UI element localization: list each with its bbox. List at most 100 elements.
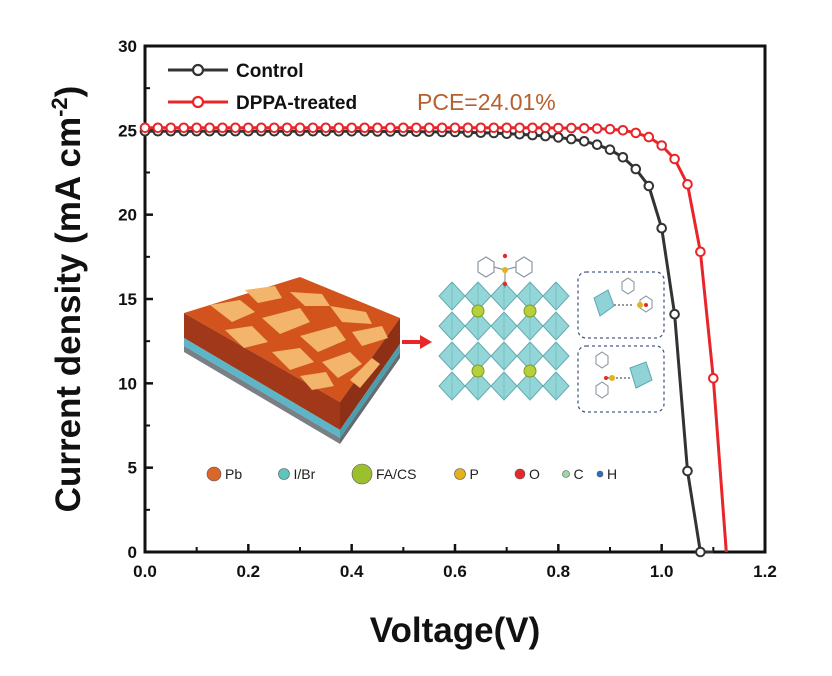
x-tick-label: 0.4 bbox=[340, 562, 364, 581]
series-point-0 bbox=[617, 152, 629, 163]
series-point-1 bbox=[139, 122, 151, 134]
fa-cs-cation bbox=[523, 364, 537, 378]
series-point-0 bbox=[604, 144, 616, 155]
series-point-1 bbox=[191, 122, 202, 134]
carbon-sphere-icon bbox=[562, 470, 570, 478]
series-point-1 bbox=[591, 123, 603, 134]
series-point-1 bbox=[359, 122, 370, 134]
y-axis-title-main: Current density (mA cm bbox=[49, 117, 88, 512]
series-point-1 bbox=[436, 122, 448, 134]
series-point-1 bbox=[346, 122, 358, 134]
bonding-detail-box-top bbox=[577, 271, 665, 339]
x-tick-label: 1.0 bbox=[650, 562, 674, 581]
fa-cs-cation bbox=[471, 364, 485, 378]
series-point-1 bbox=[488, 122, 500, 134]
series-point-1 bbox=[256, 122, 267, 134]
series-point-1 bbox=[217, 122, 228, 134]
series-point-1 bbox=[372, 122, 383, 134]
series-point-1 bbox=[307, 122, 319, 134]
series-point-1 bbox=[320, 122, 332, 134]
y-axis-title-superscript: -2 bbox=[47, 97, 72, 117]
series-point-1 bbox=[385, 122, 396, 134]
series-point-1 bbox=[411, 122, 422, 134]
series-point-1 bbox=[398, 122, 409, 134]
y-axis-ticks: 0 5 10 15 20 25 30 bbox=[118, 37, 153, 562]
series-point-0 bbox=[566, 133, 577, 145]
x-tick-label: 0.8 bbox=[547, 562, 571, 581]
x-axis-title: Voltage(V) bbox=[370, 611, 540, 650]
series-point-1 bbox=[165, 122, 177, 134]
series-point-1 bbox=[501, 122, 513, 134]
fa-cs-cation bbox=[523, 304, 537, 318]
series-line-1 bbox=[145, 126, 728, 553]
series-point-1 bbox=[475, 122, 487, 134]
y-tick-label: 5 bbox=[128, 459, 137, 478]
series-point-1 bbox=[462, 122, 474, 134]
y-tick-label: 25 bbox=[118, 121, 137, 140]
legend-marker-control bbox=[191, 63, 205, 77]
y-axis-title-close: ) bbox=[49, 86, 88, 98]
legend-label-dppa: DPPA-treated bbox=[236, 93, 357, 114]
pb-sphere-icon bbox=[206, 466, 222, 482]
series-point-0 bbox=[578, 136, 590, 147]
series-point-0 bbox=[630, 163, 642, 175]
legend-marker-dppa bbox=[191, 95, 205, 109]
series-point-1 bbox=[617, 125, 629, 136]
series-point-0 bbox=[643, 180, 655, 192]
element-legend-label: Pb bbox=[225, 466, 242, 482]
legend: Control DPPA-treated bbox=[168, 61, 357, 114]
x-tick-label: 0.0 bbox=[133, 562, 157, 581]
element-legend-label: FA/CS bbox=[376, 466, 416, 482]
y-tick-label: 10 bbox=[118, 374, 137, 393]
y-tick-label: 15 bbox=[118, 290, 137, 309]
dppa-molecule-illustration bbox=[477, 253, 533, 288]
series-point-1 bbox=[178, 122, 190, 134]
series-point-1 bbox=[604, 123, 616, 135]
series-point-1 bbox=[708, 373, 719, 384]
hydrogen-sphere-icon bbox=[596, 470, 604, 478]
series-point-1 bbox=[423, 122, 435, 134]
inset-schematic: Pb I/Br FA/CS P O C H bbox=[184, 253, 665, 485]
perovskite-film-illustration bbox=[184, 277, 400, 444]
series-point-0 bbox=[695, 546, 706, 558]
bonding-detail-box-bottom bbox=[577, 345, 665, 413]
series-point-1 bbox=[243, 122, 254, 134]
series-point-1 bbox=[682, 179, 693, 190]
series-point-1 bbox=[333, 122, 345, 134]
series-point-0 bbox=[591, 139, 603, 150]
series-point-1 bbox=[578, 123, 590, 134]
fa-cs-cation bbox=[471, 304, 485, 318]
series-point-1 bbox=[230, 122, 241, 134]
series-point-1 bbox=[514, 122, 525, 134]
series-point-1 bbox=[630, 127, 642, 139]
transform-arrow bbox=[402, 335, 432, 349]
series-point-1 bbox=[656, 140, 668, 151]
element-legend-label: I/Br bbox=[294, 466, 316, 482]
y-tick-label: 0 bbox=[128, 543, 137, 562]
fa-cs-sphere-icon bbox=[351, 463, 373, 485]
series-point-1 bbox=[643, 131, 655, 143]
halide-sphere-icon bbox=[278, 468, 290, 480]
x-tick-label: 0.2 bbox=[237, 562, 261, 581]
perovskite-lattice-illustration bbox=[438, 281, 570, 401]
x-axis-ticks: 0.0 0.2 0.4 0.6 0.8 1.0 1.2 bbox=[133, 544, 777, 581]
series-point-1 bbox=[449, 122, 461, 134]
x-tick-label: 0.6 bbox=[443, 562, 467, 581]
y-tick-label: 20 bbox=[118, 206, 137, 225]
y-axis-title: Current density (mA cm-2) bbox=[47, 86, 88, 513]
series-point-1 bbox=[281, 122, 293, 134]
oxygen-sphere-icon bbox=[514, 468, 526, 480]
series-point-1 bbox=[204, 122, 215, 134]
series-point-1 bbox=[294, 122, 306, 134]
series-point-0 bbox=[656, 222, 668, 234]
series-point-1 bbox=[566, 122, 577, 134]
x-tick-label: 1.2 bbox=[753, 562, 777, 581]
element-legend-label: O bbox=[529, 466, 540, 482]
series-point-1 bbox=[152, 122, 164, 134]
series-point-0 bbox=[553, 132, 564, 143]
element-legend-label: H bbox=[607, 466, 617, 482]
series-point-1 bbox=[553, 122, 564, 134]
legend-label-control: Control bbox=[236, 61, 304, 82]
series-point-0 bbox=[669, 308, 680, 320]
